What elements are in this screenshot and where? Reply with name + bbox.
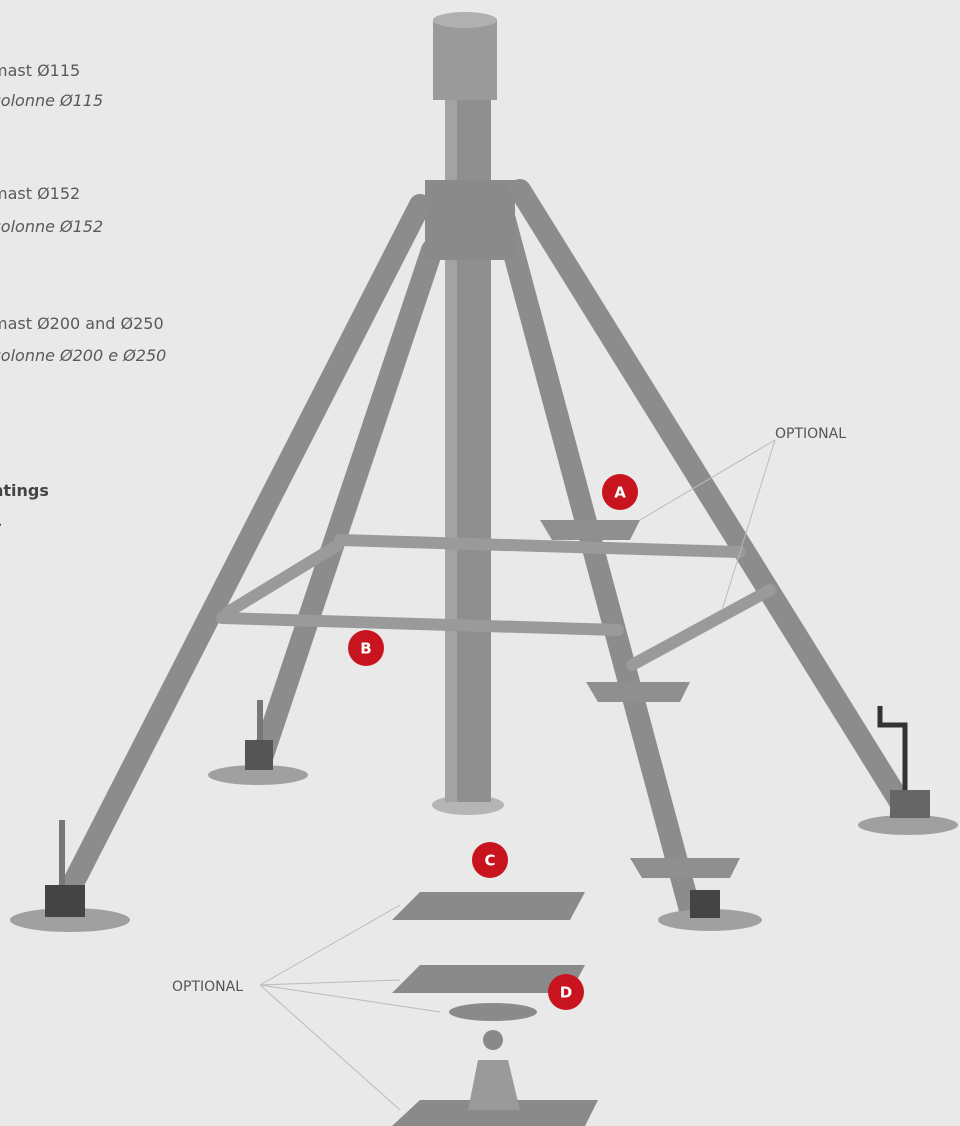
annotation-subtitle: colonne Ø115: [0, 91, 103, 110]
marker: D: [548, 974, 584, 1010]
marker: C: [472, 842, 508, 878]
marker-label: A: [614, 484, 626, 502]
marker: B: [348, 630, 384, 666]
marker-label: D: [560, 984, 572, 1002]
optional-label: OPTIONAL: [775, 426, 846, 442]
annotation-title: mast Ø115: [0, 61, 80, 80]
marker-label: B: [360, 640, 371, 658]
page: mast Ø115 colonne Ø115 mast Ø152 colonne…: [0, 0, 960, 1126]
annotation-title: mast Ø200 and Ø250: [0, 314, 164, 333]
optional-label: OPTIONAL: [172, 979, 243, 995]
marker: A: [602, 474, 638, 510]
marker-label: C: [484, 852, 495, 870]
annotation-subtitle: colonne Ø152: [0, 217, 103, 236]
annotation-title: ntings: [0, 481, 49, 500]
annotation-title: mast Ø152: [0, 184, 80, 203]
annotation-subtitle: colonne Ø200 e Ø250: [0, 346, 166, 365]
annotation-subtitle: L: [0, 511, 2, 530]
